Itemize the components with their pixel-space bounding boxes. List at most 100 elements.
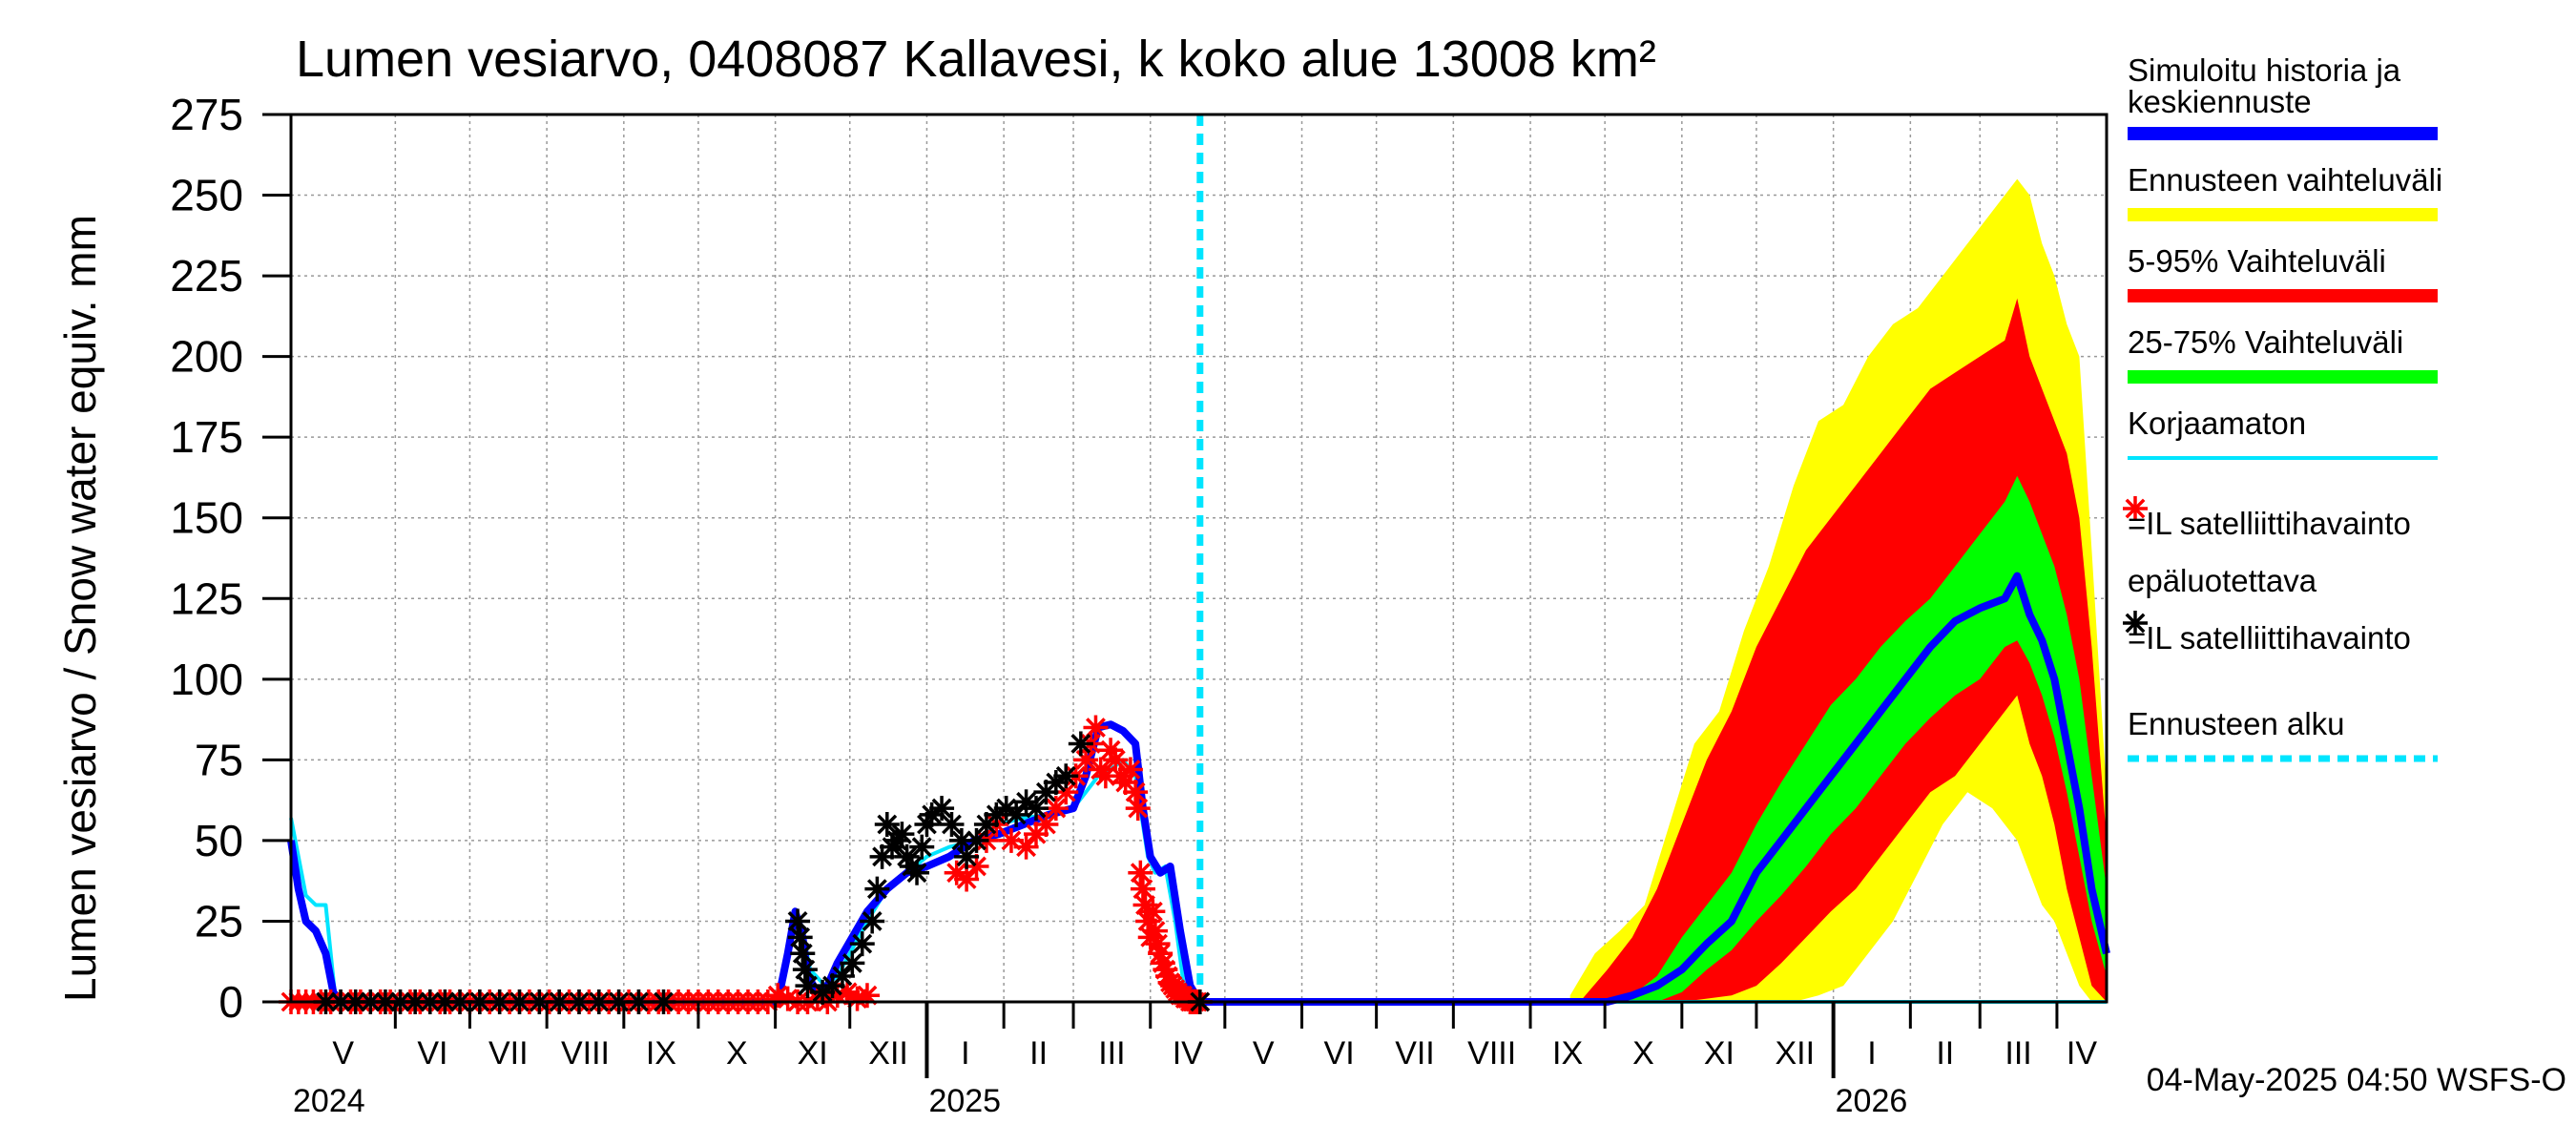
obs-0-point-83: [1125, 796, 1151, 822]
star-stroke: [832, 966, 853, 987]
month-label-15: VIII: [1467, 1035, 1516, 1072]
star-stroke: [942, 814, 962, 835]
month-label-17: X: [1632, 1035, 1654, 1072]
obs-0-point-76: [1092, 763, 1118, 789]
y-axis-label: Lumen vesiarvo / Snow water equiv. mm: [55, 215, 105, 1002]
month-label-18: XI: [1704, 1035, 1735, 1072]
y-tick-label-250: 250: [170, 171, 243, 220]
obs-1-point-29: [849, 931, 875, 957]
star-stroke: [1016, 791, 1037, 812]
star-stroke: [966, 830, 987, 851]
obs-1-point-51: [1004, 802, 1029, 827]
star-stroke: [1120, 760, 1141, 780]
star-stroke: [931, 798, 952, 819]
obs-1-point-28: [840, 950, 865, 976]
month-label-10: III: [1098, 1035, 1125, 1072]
star-stroke: [1125, 781, 1146, 802]
star-stroke: [966, 856, 987, 877]
star-stroke: [837, 982, 858, 1003]
month-label-14: VII: [1395, 1035, 1435, 1072]
legend-entry-6: =IL satelliittihavainto: [2123, 611, 2411, 656]
obs-0-point-78: [1103, 747, 1129, 773]
obs-1-point-20: [785, 908, 811, 934]
month-label-9: II: [1029, 1035, 1048, 1072]
obs-1-point-33: [874, 812, 900, 837]
legend-star-5: [2123, 496, 2148, 521]
year-label-2024: 2024: [293, 1083, 365, 1119]
plot-border: [289, 113, 2109, 1004]
legend-label2-5: epäluotettava: [2128, 563, 2317, 598]
year-label-2026: 2026: [1836, 1083, 1908, 1119]
month-label-22: III: [2005, 1035, 2031, 1072]
month-label-13: VI: [1324, 1035, 1355, 1072]
obs-0-point-85: [1130, 876, 1155, 902]
star-stroke: [1105, 749, 1126, 770]
obs-0-point-61: [954, 866, 980, 892]
star-stroke: [877, 814, 898, 835]
obs-0-point-74: [1083, 715, 1109, 740]
star-stroke: [1148, 933, 1168, 954]
star-stroke: [1026, 798, 1047, 819]
y-tick-label-50: 50: [195, 816, 243, 865]
obs-0-point-84: [1128, 860, 1153, 885]
legend-entry-3: 25-75% Vaihteluväli: [2128, 324, 2438, 384]
y-axis-ticks: 0 25 50 75 100 125 150 175 200 225 250 275: [170, 90, 291, 1027]
obs-0-point-82: [1123, 780, 1149, 805]
star-stroke: [792, 943, 813, 964]
legend-label-6: =IL satelliittihavainto: [2128, 620, 2411, 656]
obs-1-point-27: [829, 963, 855, 989]
star-stroke: [862, 911, 883, 931]
obs-1-point-44: [939, 812, 965, 837]
legend-label-7: Ennusteen alku: [2128, 706, 2345, 741]
star-stroke: [787, 911, 808, 931]
star-stroke: [2125, 498, 2146, 519]
star-stroke: [1070, 734, 1091, 754]
legend-label-0: Simuloitu historia ja: [2128, 52, 2401, 88]
obs-1-point-23: [792, 957, 818, 983]
y-tick-label-25: 25: [195, 896, 243, 946]
star-stroke: [1132, 879, 1153, 900]
month-label-20: I: [1867, 1035, 1876, 1072]
y-tick-label-225: 225: [170, 251, 243, 301]
star-stroke: [1046, 798, 1067, 819]
obs-0-point-81: [1117, 757, 1143, 782]
y-tick-label-0: 0: [218, 977, 243, 1027]
star-stroke: [1016, 837, 1037, 858]
star-stroke: [795, 959, 816, 980]
month-label-7: XII: [868, 1035, 908, 1072]
star-stroke: [956, 869, 977, 889]
star-stroke: [906, 863, 927, 884]
obs-0-point-59: [854, 983, 880, 1009]
star-stroke: [790, 926, 811, 947]
legend-star-6: [2123, 611, 2148, 635]
legend-entry-4: Korjaamaton: [2128, 406, 2438, 460]
star-stroke: [852, 933, 873, 954]
star-stroke: [911, 837, 932, 858]
legend-entry-7: Ennusteen alku: [2128, 706, 2438, 762]
x-axis-months: V VI VII VIII IX X XI XII I II III IV V VI VII VIII IX X X…: [293, 1002, 2097, 1119]
y-tick-label-100: 100: [170, 655, 243, 704]
month-label-0: V: [332, 1035, 354, 1072]
timestamp-footer: 04-May-2025 04:50 WSFS-O: [2147, 1062, 2566, 1098]
obs-1-point-56: [1053, 763, 1079, 789]
forecast-bands: [1569, 178, 2107, 1003]
month-label-12: V: [1253, 1035, 1275, 1072]
obs-1-point-46: [954, 843, 980, 869]
y-tick-label-125: 125: [170, 573, 243, 623]
month-label-11: IV: [1173, 1035, 1203, 1072]
obs-1-point-53: [1023, 796, 1049, 822]
star-stroke: [1055, 781, 1076, 802]
star-stroke: [946, 863, 967, 884]
obs-1-point-39: [904, 860, 930, 885]
star-stroke: [1055, 765, 1076, 786]
obs-1-point-43: [929, 796, 955, 822]
legend-entry-5: =IL satelliittihavainto epäluotettava: [2123, 496, 2411, 598]
legend-label-5: =IL satelliittihavainto: [2128, 506, 2411, 541]
obs-1-point-30: [860, 908, 885, 934]
obs-0-point-66: [1013, 834, 1039, 860]
legend-label-1: Ennusteen vaihteluväli: [2128, 162, 2442, 198]
obs-1-point-47: [964, 827, 989, 853]
obs-0-point-89: [1140, 899, 1166, 925]
